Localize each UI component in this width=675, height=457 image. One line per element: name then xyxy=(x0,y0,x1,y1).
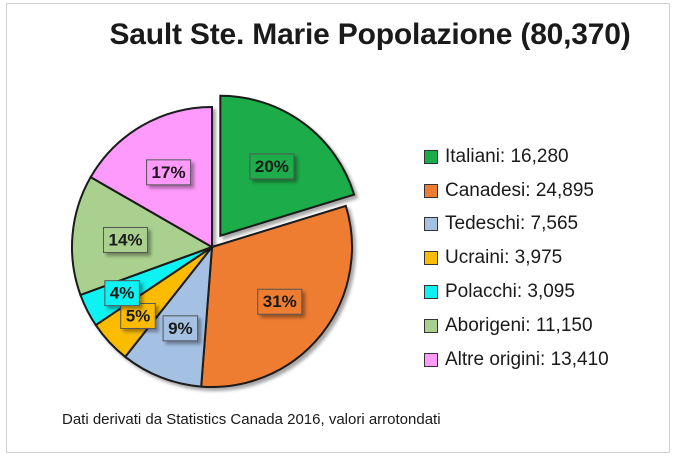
data-label-ucraini: 5% xyxy=(126,306,151,325)
data-label-aborigeni: 14% xyxy=(109,230,143,249)
legend-swatch xyxy=(424,352,438,367)
data-label-canadesi: 31% xyxy=(263,292,297,311)
chart-title: Sault Ste. Marie Popolazione (80,370) xyxy=(109,18,631,51)
data-label-box xyxy=(162,315,199,342)
data-label-box xyxy=(257,288,303,315)
data-label-box xyxy=(146,159,192,186)
chart-legend: Italiani: 16,280 Canadesi: 24,895 Tedeschi… xyxy=(424,140,609,377)
legend-item-polacchi: Polacchi: 3,095 xyxy=(424,275,609,309)
legend-swatch xyxy=(424,251,438,266)
data-label-box xyxy=(249,153,295,180)
legend-label: Altre origini: 13,410 xyxy=(445,348,609,370)
legend-item-canadesi: Canadesi: 24,895 xyxy=(424,174,609,208)
legend-label: Italiani: 16,280 xyxy=(445,145,569,167)
data-label-polacchi: 4% xyxy=(110,284,135,303)
data-label-italiani: 20% xyxy=(255,157,289,176)
source-note: Dati derivati da Statistics Canada 2016,… xyxy=(62,411,441,428)
legend-label: Tedeschi: 7,565 xyxy=(445,213,579,235)
legend-swatch xyxy=(424,318,438,333)
legend-label: Polacchi: 3,095 xyxy=(445,281,575,303)
legend-item-altre-origini: Altre origini: 13,410 xyxy=(424,343,609,377)
legend-swatch xyxy=(424,149,438,164)
data-label-box xyxy=(103,226,149,253)
legend-swatch xyxy=(424,285,438,300)
legend-item-ucraini: Ucraini: 3,975 xyxy=(424,241,609,275)
legend-item-tedeschi: Tedeschi: 7,565 xyxy=(424,208,609,242)
legend-item-aborigeni: Aborigeni: 11,150 xyxy=(424,309,609,343)
legend-label: Ucraini: 3,975 xyxy=(445,247,563,269)
data-label-box xyxy=(104,280,140,307)
legend-label: Canadesi: 24,895 xyxy=(445,179,594,201)
legend-item-italiani: Italiani: 16,280 xyxy=(424,140,609,174)
data-label-altre-origini: 17% xyxy=(152,163,186,182)
legend-swatch xyxy=(424,183,438,198)
data-label-tedeschi: 9% xyxy=(168,319,193,338)
legend-swatch xyxy=(424,217,438,232)
legend-label: Aborigeni: 11,150 xyxy=(445,314,593,336)
